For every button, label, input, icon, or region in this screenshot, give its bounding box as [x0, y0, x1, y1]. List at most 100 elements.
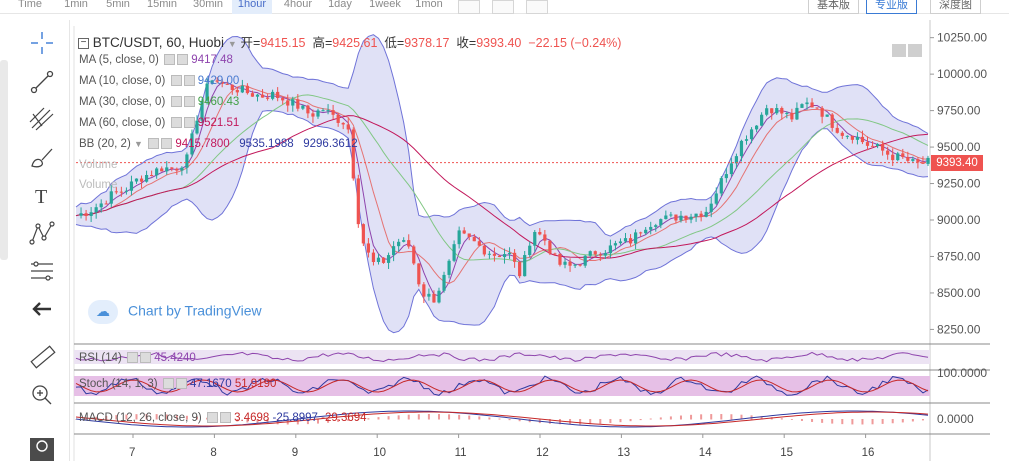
stoch-legend[interactable]: Stoch (14, 1, 3) 47.1670 51.9190	[79, 378, 276, 390]
macd-histogram-bar	[851, 419, 854, 425]
ma30-value: 9460.43	[197, 96, 240, 108]
magnet-icon[interactable]	[26, 432, 58, 461]
macd-legend[interactable]: MACD (12, 26, close, 9) 3.4698 -25.8997 …	[79, 412, 367, 424]
rsi-legend[interactable]: RSI (14) 45.4240	[79, 352, 196, 364]
candle	[674, 214, 678, 221]
remove-icon[interactable]	[177, 54, 189, 66]
remove-icon[interactable]	[183, 96, 195, 108]
symbol-dropdown-icon[interactable]: ▼	[227, 39, 237, 49]
back-arrow-icon[interactable]	[26, 294, 58, 324]
chart-type-icon[interactable]	[458, 0, 480, 14]
ma5-line	[75, 81, 929, 297]
candle	[820, 107, 824, 117]
low-label: 低=	[384, 36, 405, 50]
candle	[613, 243, 618, 246]
ma10-legend[interactable]: MA (10, close, 0) 9429.00	[79, 75, 239, 87]
macd-histogram-bar	[417, 414, 420, 420]
macd-histogram-bar	[690, 414, 693, 420]
settings-icon[interactable]	[170, 75, 182, 87]
ruler-icon[interactable]	[26, 342, 58, 372]
crosshair-icon[interactable]	[26, 28, 58, 58]
fib-retracement-icon[interactable]	[26, 256, 58, 286]
macd-histogram-bar	[427, 414, 430, 420]
interval-5min[interactable]: 5min	[106, 0, 130, 10]
candle	[790, 112, 794, 120]
trend-line-icon[interactable]	[26, 66, 58, 96]
interval-4hour[interactable]: 4hour	[283, 0, 313, 10]
ma30-legend[interactable]: MA (30, close, 0) 9460.43	[79, 96, 239, 108]
price-tick-label: 9500.00	[937, 140, 981, 154]
interval-time[interactable]: Time	[17, 0, 43, 10]
interval-1week[interactable]: 1week	[369, 0, 401, 10]
remove-icon[interactable]	[175, 378, 187, 390]
view-button-2[interactable]: 深度图	[930, 0, 981, 14]
stoch-d-line	[75, 379, 929, 393]
candle	[840, 132, 844, 136]
candle	[870, 145, 875, 147]
ma5-legend[interactable]: MA (5, close, 0) 9417.48	[79, 54, 233, 66]
settings-icon[interactable]	[148, 138, 160, 150]
left-scrollbar[interactable]	[0, 60, 8, 260]
candle	[89, 212, 93, 216]
candle	[583, 255, 587, 266]
candle	[351, 129, 355, 179]
remove-icon[interactable]	[140, 352, 152, 364]
candle	[502, 254, 507, 258]
candle	[114, 191, 118, 193]
settings-icon[interactable]	[170, 117, 182, 129]
settings-icon[interactable]	[206, 412, 218, 424]
interval-1hour[interactable]: 1hour	[232, 0, 272, 14]
interval-1day[interactable]: 1day	[328, 0, 352, 10]
settings-icon[interactable]	[170, 96, 182, 108]
candle	[593, 251, 597, 255]
settings-icon[interactable]	[127, 352, 139, 364]
macd-histogram-bar	[589, 419, 592, 425]
macd-histogram-bar	[256, 419, 259, 424]
candle	[906, 156, 910, 161]
candle	[422, 284, 426, 297]
remove-icon[interactable]	[161, 138, 173, 150]
candle	[255, 94, 260, 97]
remove-icon[interactable]	[219, 412, 231, 424]
interval-15min[interactable]: 15min	[147, 0, 177, 10]
candle	[180, 167, 184, 171]
settings-icon[interactable]	[162, 378, 174, 390]
settings-icon[interactable]	[164, 54, 176, 66]
stoch-d-value: 51.9190	[234, 378, 277, 390]
candle	[321, 110, 325, 112]
ma60-legend[interactable]: MA (60, close, 0) 9521.51	[79, 117, 239, 129]
pattern-icon[interactable]	[26, 218, 58, 248]
pitchfork-icon[interactable]	[26, 104, 58, 134]
pane-down-icon[interactable]	[892, 44, 906, 57]
candle	[825, 114, 829, 117]
price-tick-label: 8500.00	[937, 286, 981, 300]
pane-controls[interactable]	[892, 44, 922, 62]
text-tool-icon[interactable]: T	[26, 180, 58, 210]
brush-icon[interactable]	[26, 142, 58, 172]
pane-up-icon[interactable]	[908, 44, 922, 57]
candle	[901, 153, 905, 157]
macd-histogram-bar	[599, 419, 602, 424]
interval-1min[interactable]: 1min	[64, 0, 88, 10]
remove-icon[interactable]	[183, 117, 195, 129]
macd-histogram-bar	[811, 419, 814, 422]
collapse-icon[interactable]: −	[78, 37, 89, 49]
interval-30min[interactable]: 30min	[193, 0, 223, 10]
settings-gear-icon[interactable]	[492, 0, 514, 14]
view-button-0[interactable]: 基本版	[808, 0, 859, 14]
tradingview-watermark[interactable]: ☁ Chart by TradingView	[88, 300, 262, 324]
candle	[644, 229, 648, 234]
bb-legend[interactable]: BB (20, 2) ▼ 9415.7800 9535.1988 9296.36…	[79, 138, 358, 150]
candle	[220, 81, 224, 84]
macd-histogram-bar	[609, 419, 612, 424]
interval-1mon[interactable]: 1mon	[415, 0, 443, 10]
view-button-1[interactable]: 专业版	[866, 0, 917, 14]
candle	[452, 244, 456, 261]
zoom-in-icon[interactable]	[26, 380, 58, 410]
remove-icon[interactable]	[183, 75, 195, 87]
fullscreen-icon[interactable]	[526, 0, 548, 14]
candle	[386, 255, 391, 263]
time-tick-label: 10	[373, 447, 386, 459]
ma10-line	[75, 84, 929, 284]
